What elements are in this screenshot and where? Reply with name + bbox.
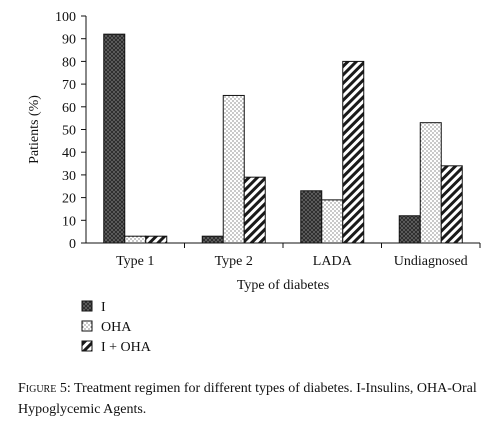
figure-caption: Figure 5: Treatment regimen for differen…: [18, 378, 486, 420]
y-tick-label: 30: [62, 169, 76, 184]
bar-i-oha: [342, 60, 365, 244]
legend-swatch: [81, 300, 93, 312]
x-tick-label: Type 1: [116, 254, 154, 269]
bar-oha: [124, 235, 147, 244]
bar-i: [201, 235, 224, 244]
caption-text: Treatment regimen for different types of…: [18, 381, 477, 417]
bar-i-oha: [145, 235, 168, 244]
x-tick-label: Type 2: [215, 254, 253, 269]
chart-labels: 0 10 20 30 40 50 60 70 80 90 100 Type 1 Type 2 LADA Un…: [27, 10, 468, 293]
y-tick-label: 100: [55, 10, 76, 25]
legend-swatch: [81, 340, 93, 352]
legend-label: I: [101, 300, 106, 315]
bar-oha: [419, 122, 442, 244]
bar-chart: 0 10 20 30 40 50 60 70 80 90 100 Type 1 Type 2 LADA Un…: [27, 10, 481, 355]
bar-i: [398, 215, 421, 244]
y-tick-label: 20: [62, 192, 76, 207]
x-tick-label: Undiagnosed: [394, 254, 468, 269]
chart-bars: [103, 33, 463, 244]
chart-legend: I OHA I + OHA: [81, 300, 152, 355]
y-tick-label: 40: [62, 146, 76, 161]
legend-swatch: [81, 320, 93, 332]
y-tick-label: 50: [62, 124, 76, 139]
bar-oha: [222, 94, 245, 244]
y-axis-title: Patients (%): [27, 95, 42, 164]
bar-i-oha: [243, 176, 266, 244]
caption-label: Figure 5:: [18, 381, 71, 396]
bar-oha: [321, 199, 344, 244]
x-tick-label: LADA: [313, 254, 353, 269]
y-tick-label: 0: [69, 237, 76, 252]
legend-label: I + OHA: [101, 340, 152, 355]
bar-i: [103, 33, 126, 244]
y-tick-label: 60: [62, 101, 76, 116]
y-tick-label: 80: [62, 55, 76, 70]
legend-label: OHA: [101, 320, 132, 335]
x-axis-title: Type of diabetes: [237, 278, 329, 293]
bar-i-oha: [440, 165, 463, 244]
bar-i: [300, 190, 323, 244]
y-tick-label: 90: [62, 33, 76, 48]
y-tick-label: 10: [62, 214, 76, 229]
y-tick-label: 70: [62, 78, 76, 93]
